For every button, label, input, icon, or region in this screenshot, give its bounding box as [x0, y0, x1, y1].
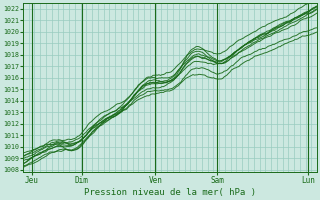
X-axis label: Pression niveau de la mer( hPa ): Pression niveau de la mer( hPa ): [84, 188, 256, 197]
